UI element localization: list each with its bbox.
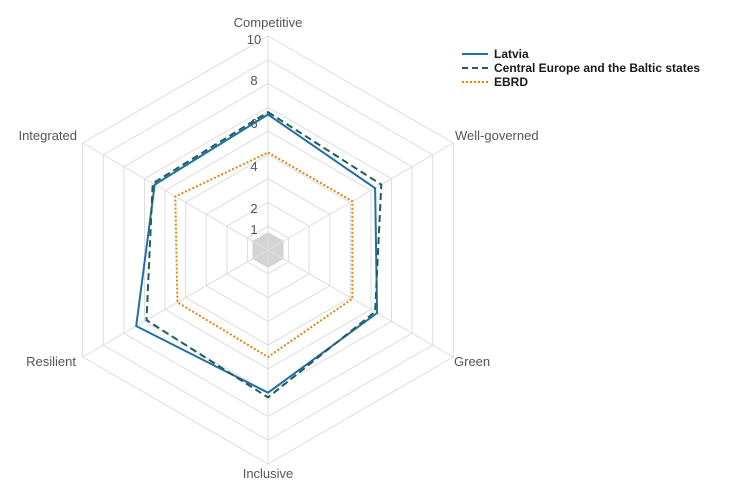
- legend-label-latvia: Latvia: [494, 47, 529, 61]
- legend-label-cebs: Central Europe and the Baltic states: [494, 61, 701, 75]
- series-line-ebrd: [174, 151, 354, 359]
- legend-swatch-cebs: [462, 67, 488, 69]
- spoke-resilient: [82, 249, 269, 358]
- tick-label: 1: [250, 222, 257, 237]
- axis-label-competitive: Competitive: [234, 15, 303, 30]
- tick-label: 10: [247, 32, 261, 47]
- radar-series: [135, 110, 383, 399]
- tick-label: 4: [250, 159, 257, 174]
- series-line-latvia: [135, 113, 379, 394]
- legend-swatch-latvia: [462, 53, 488, 55]
- radar-labels: 1 2 4 6 8 10 Competitive Well-governed Green Incl…: [18, 15, 538, 480]
- legend-swatch-ebrd: [462, 81, 488, 83]
- axis-label-integrated: Integrated: [18, 128, 77, 143]
- series-line-central-europe-and-the-baltic-states: [145, 110, 383, 399]
- legend-item-latvia: Latvia: [462, 47, 700, 61]
- tick-label: 2: [250, 201, 257, 216]
- legend-item-cebs: Central Europe and the Baltic states: [462, 61, 700, 75]
- axis-label-well-governed: Well-governed: [455, 128, 539, 143]
- spoke-well-governed: [267, 142, 454, 251]
- axis-label-green: Green: [454, 354, 490, 369]
- radar-grid: [82, 35, 454, 465]
- legend-item-ebrd: EBRD: [462, 75, 700, 89]
- axis-label-resilient: Resilient: [26, 354, 76, 369]
- tick-label: 6: [250, 116, 257, 131]
- spoke-green: [267, 249, 454, 358]
- legend-label-ebrd: EBRD: [494, 75, 529, 89]
- tick-label: 8: [250, 73, 257, 88]
- chart-legend: Latvia Central Europe and the Baltic sta…: [462, 47, 700, 89]
- axis-label-inclusive: Inclusive: [243, 466, 294, 480]
